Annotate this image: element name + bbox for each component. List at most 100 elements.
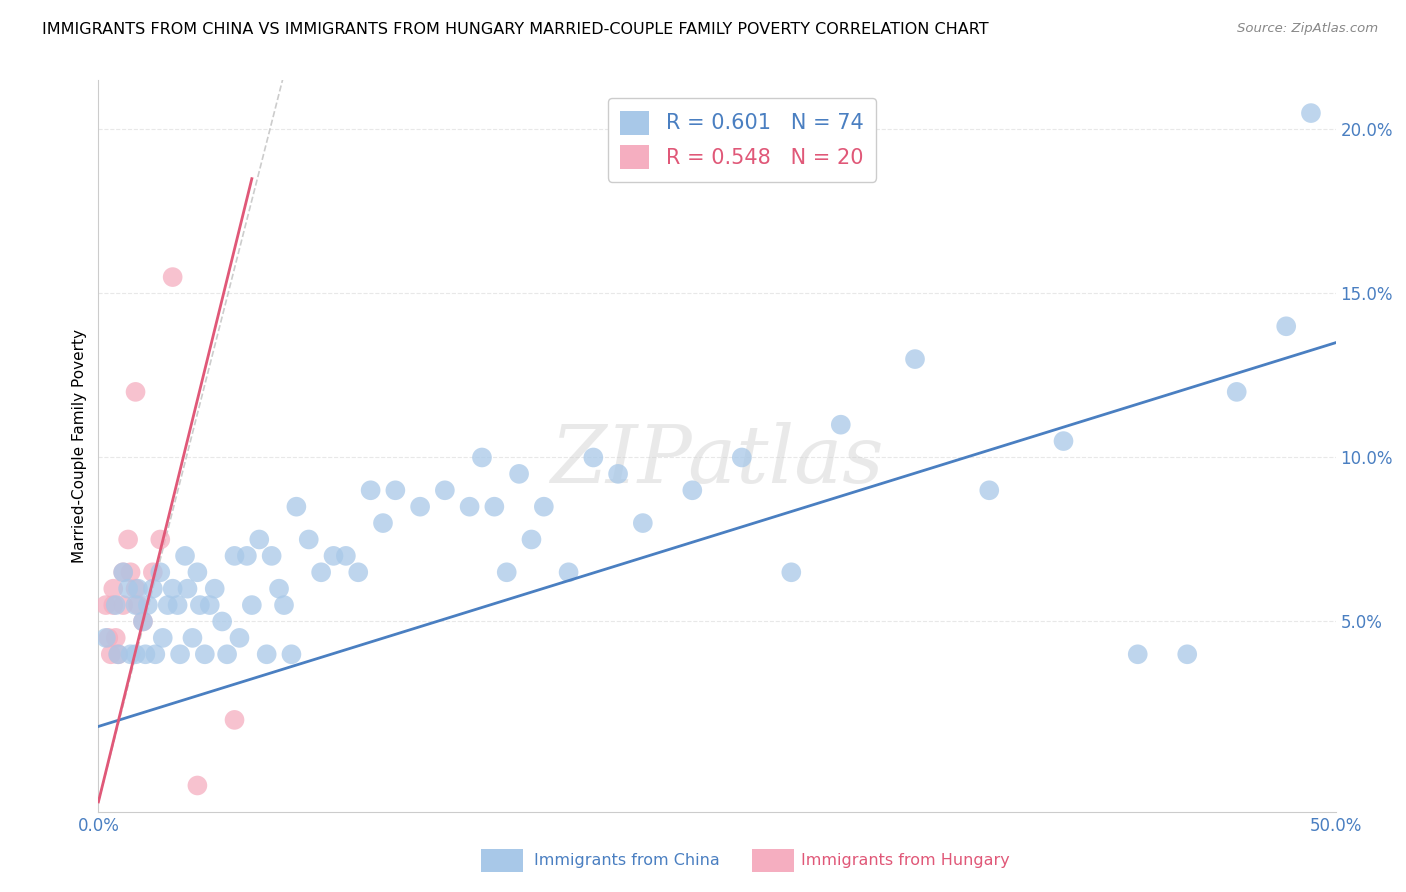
Point — [176, 582, 198, 596]
Point — [335, 549, 357, 563]
Text: IMMIGRANTS FROM CHINA VS IMMIGRANTS FROM HUNGARY MARRIED-COUPLE FAMILY POVERTY C: IMMIGRANTS FROM CHINA VS IMMIGRANTS FROM… — [42, 22, 988, 37]
Point — [117, 533, 139, 547]
Point — [143, 647, 166, 661]
Point — [112, 566, 135, 580]
Point — [149, 533, 172, 547]
Point — [495, 566, 517, 580]
Point — [508, 467, 530, 481]
Point — [979, 483, 1001, 498]
Point — [103, 598, 125, 612]
Point — [152, 631, 174, 645]
Point — [204, 582, 226, 596]
Point — [731, 450, 754, 465]
Point — [169, 647, 191, 661]
Text: Immigrants from China: Immigrants from China — [534, 854, 720, 868]
Point — [127, 582, 149, 596]
Point — [224, 549, 246, 563]
Point — [124, 582, 146, 596]
Point — [1052, 434, 1074, 448]
Point — [97, 631, 120, 645]
Point — [107, 647, 129, 661]
Point — [360, 483, 382, 498]
Point — [94, 598, 117, 612]
Point — [607, 467, 630, 481]
Point — [112, 566, 135, 580]
Point — [1226, 384, 1249, 399]
Text: Immigrants from Hungary: Immigrants from Hungary — [801, 854, 1010, 868]
Point — [433, 483, 456, 498]
Point — [1299, 106, 1322, 120]
Point — [186, 779, 208, 793]
Point — [681, 483, 703, 498]
Point — [156, 598, 179, 612]
Point — [132, 615, 155, 629]
Point — [285, 500, 308, 514]
Point — [166, 598, 188, 612]
Point — [371, 516, 394, 530]
Point — [120, 647, 142, 661]
Point — [142, 582, 165, 596]
Point — [224, 713, 246, 727]
Point — [104, 631, 127, 645]
Text: Source: ZipAtlas.com: Source: ZipAtlas.com — [1237, 22, 1378, 36]
Point — [127, 598, 149, 612]
Point — [107, 647, 129, 661]
Point — [142, 566, 165, 580]
Point — [194, 647, 217, 661]
Point — [280, 647, 302, 661]
Point — [256, 647, 278, 661]
Point — [198, 598, 221, 612]
Point — [132, 615, 155, 629]
Point — [236, 549, 259, 563]
Point — [240, 598, 263, 612]
Point — [533, 500, 555, 514]
Point — [557, 566, 579, 580]
Point — [1126, 647, 1149, 661]
Point — [273, 598, 295, 612]
Point — [217, 647, 239, 661]
Point — [322, 549, 344, 563]
Point — [188, 598, 211, 612]
Point — [162, 270, 184, 285]
Point — [149, 566, 172, 580]
Point — [211, 615, 233, 629]
Point — [104, 598, 127, 612]
Text: ZIPatlas: ZIPatlas — [550, 422, 884, 500]
Point — [484, 500, 506, 514]
Point — [162, 582, 184, 596]
Point — [103, 582, 125, 596]
Point — [780, 566, 803, 580]
Point — [94, 631, 117, 645]
Point — [830, 417, 852, 432]
Point — [1175, 647, 1198, 661]
Point — [309, 566, 332, 580]
Point — [134, 647, 156, 661]
Point — [458, 500, 481, 514]
Point — [124, 647, 146, 661]
Point — [471, 450, 494, 465]
Point — [260, 549, 283, 563]
Point — [520, 533, 543, 547]
Point — [409, 500, 432, 514]
Point — [186, 566, 208, 580]
Point — [124, 598, 146, 612]
Y-axis label: Married-Couple Family Poverty: Married-Couple Family Poverty — [72, 329, 87, 563]
Point — [181, 631, 204, 645]
Point — [117, 582, 139, 596]
Point — [100, 647, 122, 661]
Point — [124, 384, 146, 399]
Point — [904, 352, 927, 367]
Point — [384, 483, 406, 498]
Point — [247, 533, 270, 547]
Point — [298, 533, 321, 547]
Point — [120, 566, 142, 580]
Point — [631, 516, 654, 530]
Point — [347, 566, 370, 580]
Point — [174, 549, 197, 563]
Point — [267, 582, 290, 596]
Point — [228, 631, 250, 645]
Point — [112, 598, 135, 612]
Point — [582, 450, 605, 465]
Legend: R = 0.601   N = 74, R = 0.548   N = 20: R = 0.601 N = 74, R = 0.548 N = 20 — [607, 98, 876, 182]
Point — [136, 598, 159, 612]
